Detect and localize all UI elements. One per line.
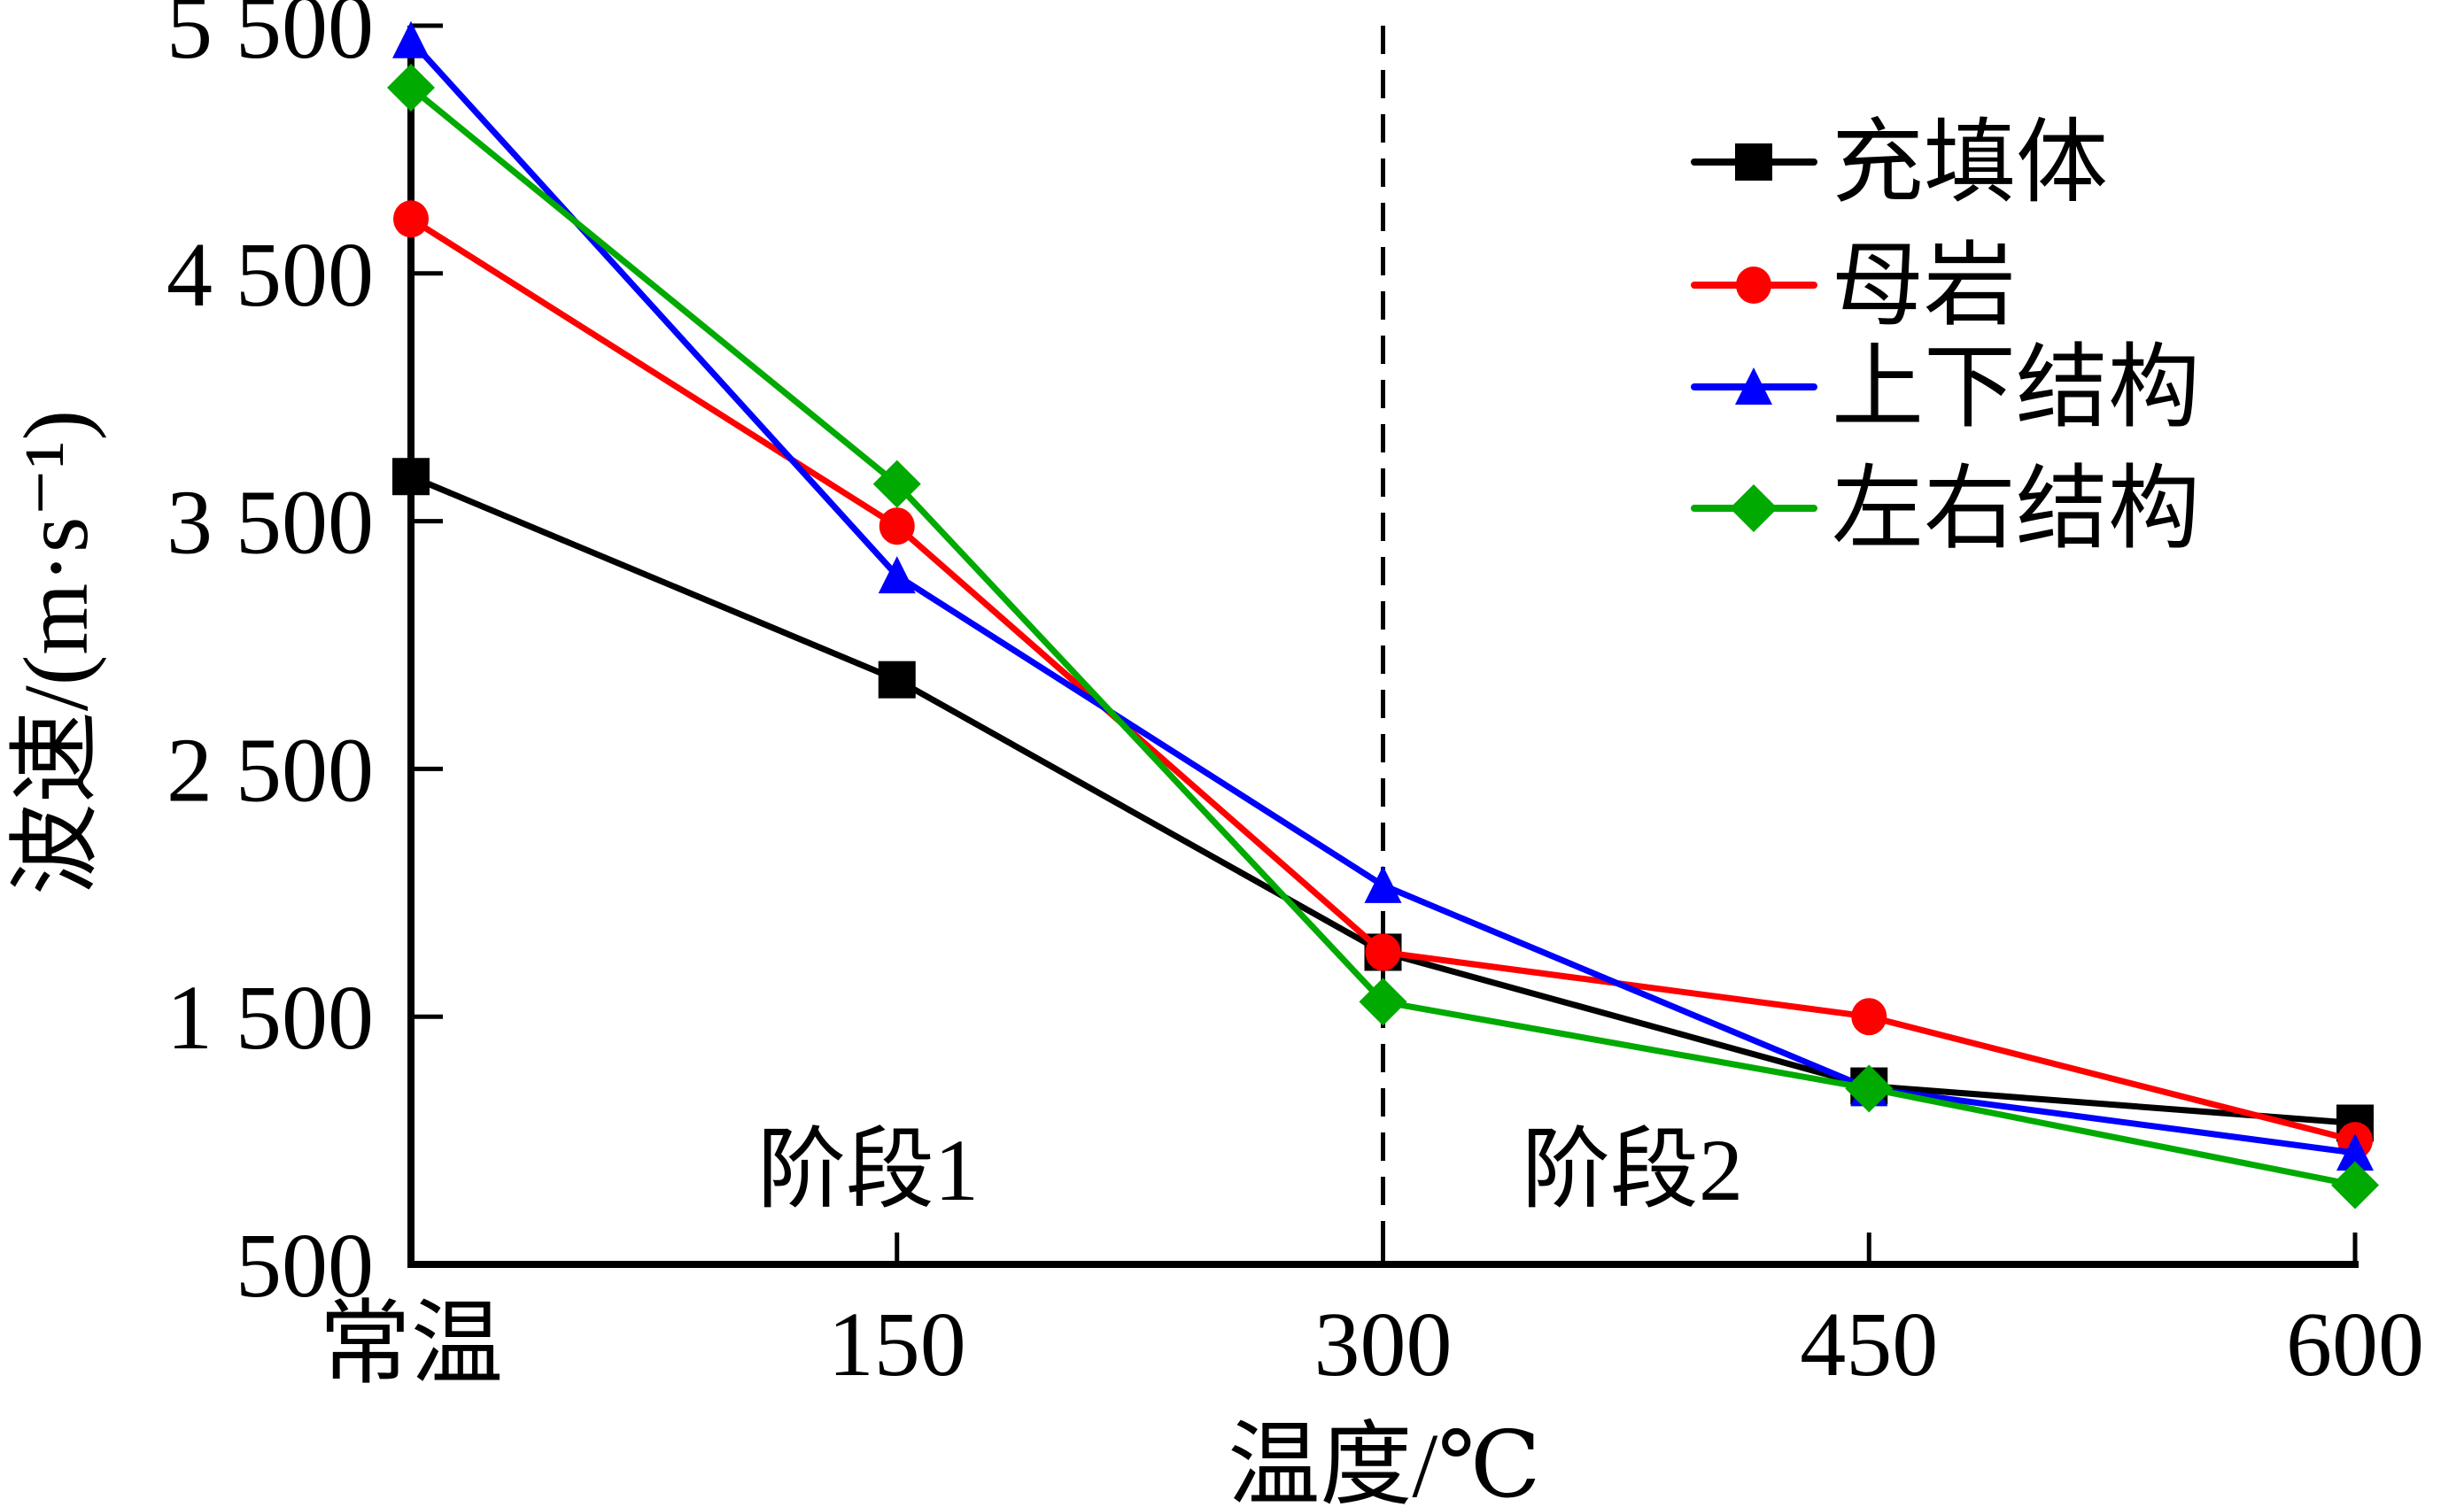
y-tick-label: 500 (236, 1215, 374, 1317)
data-point-circle (393, 200, 429, 238)
stage-label-2: 阶段2 (1522, 1121, 1743, 1219)
legend-label: 充填体 (1832, 112, 2108, 214)
data-point-diamond (872, 460, 921, 508)
data-point-circle (1365, 933, 1401, 971)
data-point-triangle (392, 20, 430, 58)
legend-label: 母岩 (1832, 236, 2016, 337)
x-tick-label: 300 (1314, 1294, 1453, 1395)
legend-marker-square (1735, 143, 1772, 181)
series-layer (387, 20, 2379, 1209)
data-point-triangle (1364, 865, 1402, 903)
data-point-diamond (2331, 1161, 2379, 1209)
data-point-triangle (2336, 1133, 2374, 1171)
y-tick-label: 1 500 (167, 967, 374, 1069)
legend-label: 左右结构 (1832, 459, 2200, 560)
data-point-diamond (1845, 1064, 1894, 1113)
stage-label-1: 阶段1 (757, 1121, 979, 1219)
data-point-circle (1851, 998, 1887, 1036)
x-tick-label: 450 (1800, 1294, 1938, 1395)
legend-item: 上下结构 (1691, 337, 2200, 439)
data-point-diamond (1359, 978, 1407, 1026)
legend-item: 左右结构 (1691, 459, 2200, 560)
data-point-diamond (387, 63, 435, 112)
y-tick-label: 2 500 (167, 719, 374, 821)
y-axis-ticks: 500 1 500 2 500 3 500 4 500 5 500 (167, 0, 443, 1317)
y-tick-label: 3 500 (167, 472, 374, 574)
data-point-square (878, 661, 916, 699)
y-axis-title: 波速/(m·s⁻¹) (5, 410, 107, 895)
data-point-square (392, 458, 430, 496)
x-tick-label: 150 (828, 1294, 966, 1395)
y-tick-label: 4 500 (167, 224, 374, 326)
legend-label: 上下结构 (1832, 337, 2200, 439)
legend-item: 母岩 (1691, 236, 2016, 337)
data-point-circle (879, 507, 915, 545)
data-point-triangle (878, 556, 916, 594)
legend-marker-diamond (1730, 484, 1778, 532)
legend-marker-triangle (1735, 367, 1772, 405)
x-axis-ticks: 常温 150 300 450 600 (319, 1233, 2424, 1395)
x-tick-label: 常温 (319, 1294, 503, 1395)
legend-marker-circle (1736, 267, 1771, 304)
x-tick-label: 600 (2286, 1294, 2424, 1395)
y-tick-label: 5 500 (167, 0, 374, 78)
x-axis-title: 温度/℃ (1228, 1415, 1540, 1507)
series-4 (387, 63, 2379, 1209)
legend-item: 充填体 (1691, 112, 2108, 214)
